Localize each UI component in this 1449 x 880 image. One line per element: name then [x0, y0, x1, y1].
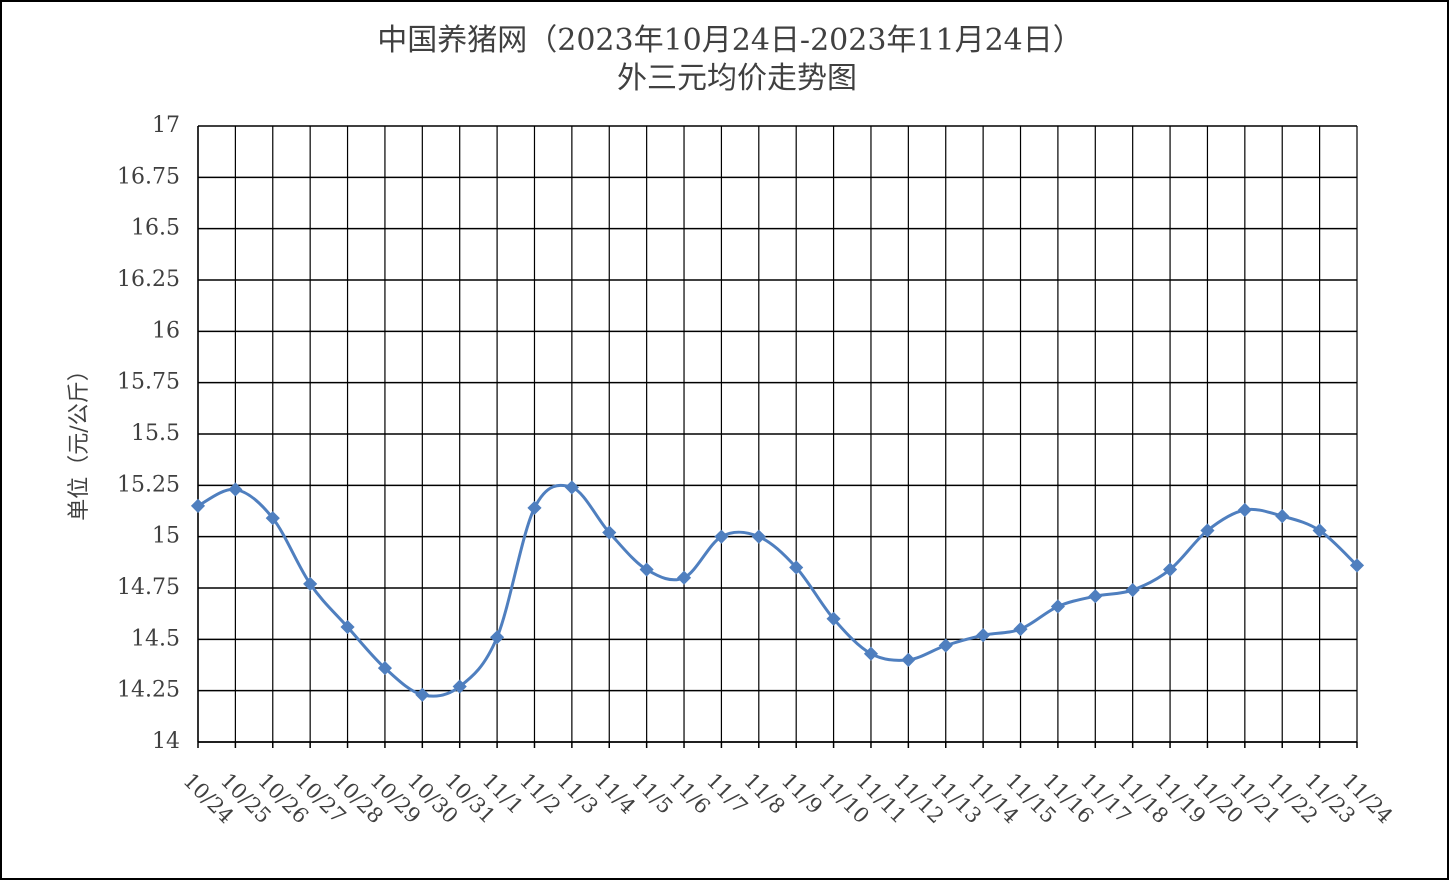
marker [228, 482, 243, 497]
marker [1125, 582, 1140, 598]
marker [1200, 523, 1215, 538]
marker [676, 570, 692, 585]
marker [863, 646, 879, 661]
marker [976, 628, 991, 643]
marker [1162, 562, 1178, 577]
y-tick-label: 17 [152, 113, 180, 138]
marker [751, 529, 766, 544]
marker [826, 611, 841, 626]
marker [938, 638, 953, 653]
y-tick-label: 16.25 [117, 267, 180, 292]
y-tick-label: 15.5 [131, 421, 180, 446]
marker [265, 511, 280, 526]
marker [490, 630, 505, 645]
marker [1013, 621, 1028, 637]
y-tick-label: 14 [152, 729, 180, 754]
marker [1312, 523, 1327, 538]
marker [415, 687, 430, 702]
marker [340, 619, 355, 635]
marker [714, 529, 729, 544]
marker [1349, 558, 1365, 573]
marker [377, 661, 393, 676]
marker [602, 525, 617, 540]
marker [1088, 589, 1103, 604]
marker [789, 560, 804, 575]
y-tick-label: 15.25 [117, 472, 180, 497]
marker [1237, 502, 1252, 518]
chart-title: 中国养猪网（2023年10月24日-2023年11月24日） [377, 23, 1083, 58]
marker [303, 576, 318, 591]
y-tick-label: 16.75 [117, 164, 180, 189]
y-axis-label: 单位（元/公斤） [67, 359, 92, 520]
marker [527, 500, 542, 515]
marker [1050, 599, 1065, 614]
y-tick-label: 14.5 [131, 626, 180, 651]
marker [639, 562, 654, 577]
y-tick-label: 16 [152, 318, 180, 343]
marker [452, 679, 467, 694]
marker [901, 652, 916, 667]
y-tick-label: 15.75 [117, 370, 180, 395]
y-tick-label: 15 [152, 524, 180, 549]
marker [564, 480, 579, 495]
y-tick-label: 14.25 [117, 678, 180, 703]
y-tick-label: 16.5 [131, 216, 180, 241]
y-tick-label: 14.75 [117, 575, 180, 600]
marker [190, 498, 206, 513]
chart-subtitle: 外三元均价走势图 [617, 61, 857, 96]
